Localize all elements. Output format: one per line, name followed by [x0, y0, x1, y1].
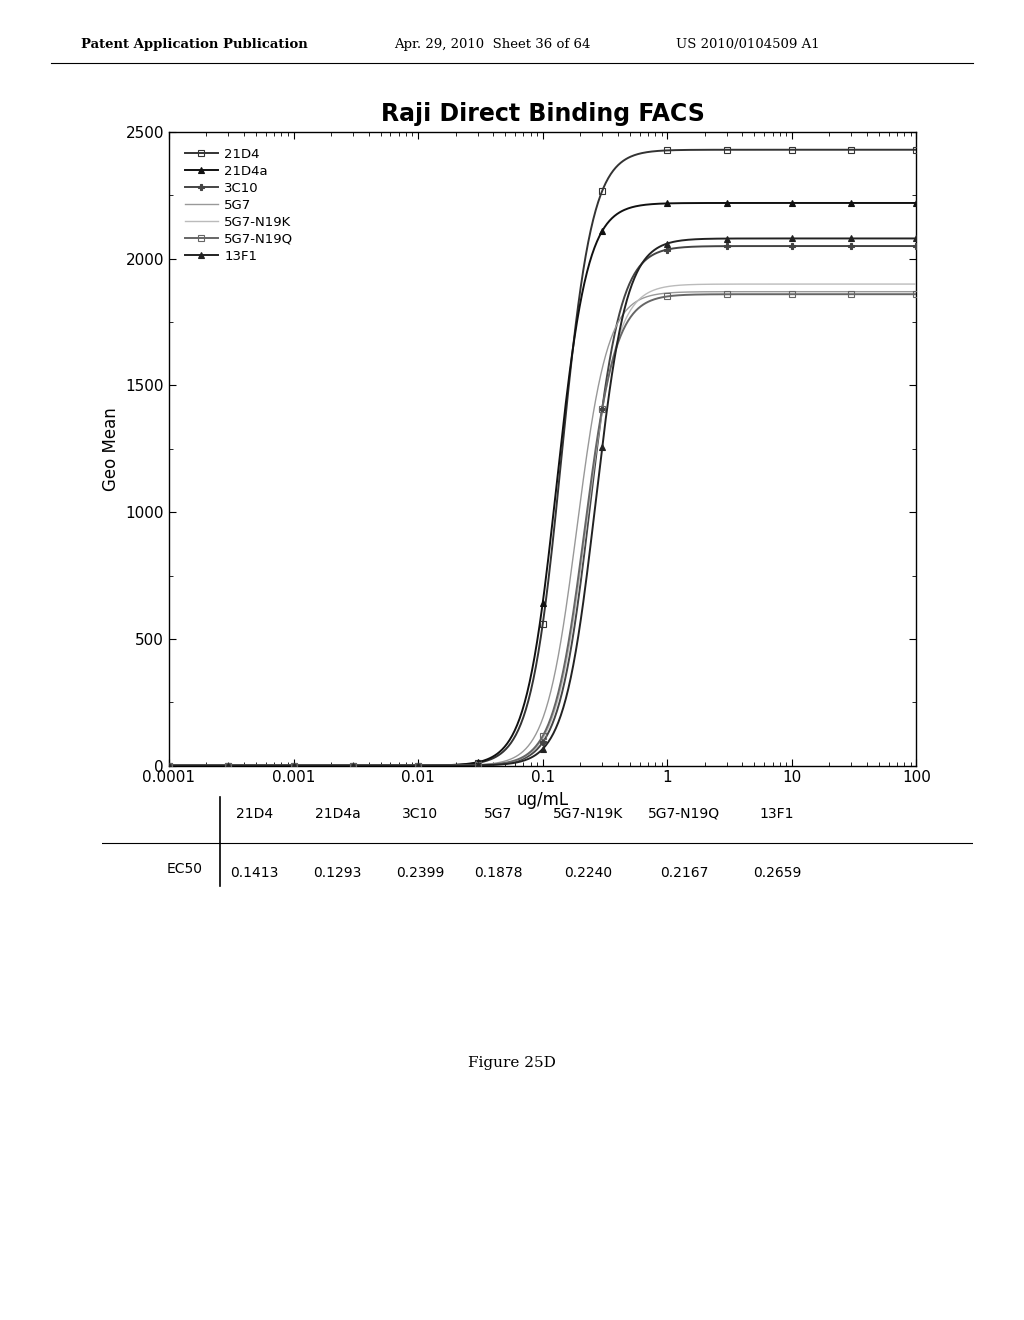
Text: EC50: EC50	[167, 862, 203, 876]
Text: 3C10: 3C10	[402, 807, 438, 821]
Text: 0.2167: 0.2167	[659, 866, 708, 880]
Text: 0.1878: 0.1878	[474, 866, 522, 880]
Text: 21D4a: 21D4a	[314, 807, 360, 821]
Text: 21D4: 21D4	[237, 807, 273, 821]
Text: 13F1: 13F1	[760, 807, 795, 821]
Text: 5G7: 5G7	[484, 807, 513, 821]
Text: Patent Application Publication: Patent Application Publication	[81, 37, 307, 50]
Text: 0.2659: 0.2659	[753, 866, 801, 880]
Text: 0.2399: 0.2399	[396, 866, 444, 880]
Title: Raji Direct Binding FACS: Raji Direct Binding FACS	[381, 102, 705, 125]
Y-axis label: Geo Mean: Geo Mean	[102, 407, 120, 491]
Text: Figure 25D: Figure 25D	[468, 1056, 556, 1069]
X-axis label: ug/mL: ug/mL	[517, 791, 568, 809]
Text: Apr. 29, 2010  Sheet 36 of 64: Apr. 29, 2010 Sheet 36 of 64	[394, 37, 591, 50]
Text: 5G7-N19K: 5G7-N19K	[553, 807, 624, 821]
Text: 0.2240: 0.2240	[564, 866, 612, 880]
Legend: 21D4, 21D4a, 3C10, 5G7, 5G7-N19K, 5G7-N19Q, 13F1: 21D4, 21D4a, 3C10, 5G7, 5G7-N19K, 5G7-N1…	[179, 143, 299, 268]
Text: 0.1413: 0.1413	[230, 866, 279, 880]
Text: 0.1293: 0.1293	[313, 866, 361, 880]
Text: US 2010/0104509 A1: US 2010/0104509 A1	[676, 37, 819, 50]
Text: 5G7-N19Q: 5G7-N19Q	[648, 807, 720, 821]
